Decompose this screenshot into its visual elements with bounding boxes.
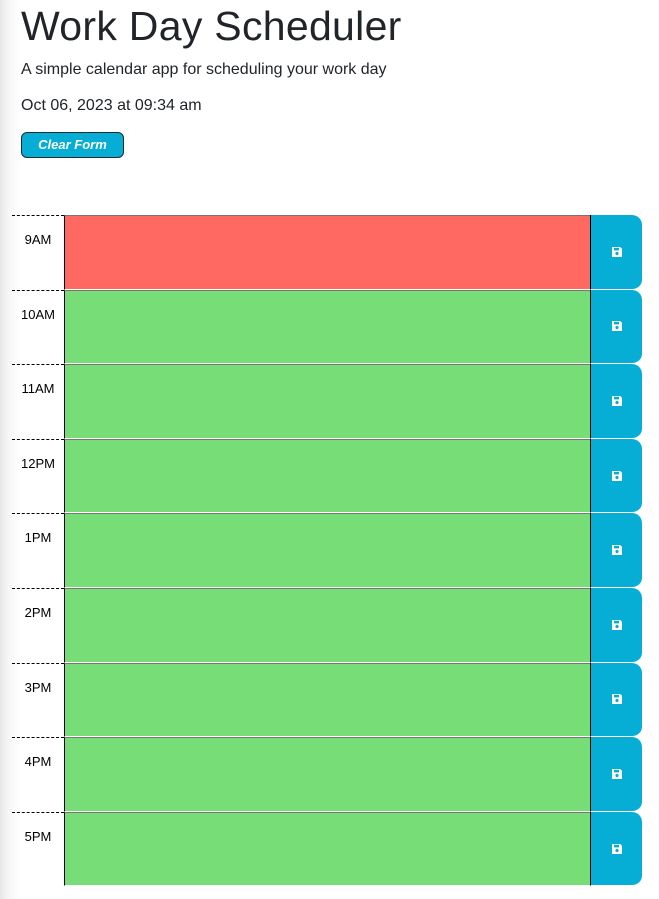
hour-label: 1PM — [12, 513, 64, 588]
save-icon — [611, 470, 623, 482]
save-button[interactable] — [590, 364, 642, 439]
event-textarea[interactable] — [64, 215, 591, 290]
event-textarea[interactable] — [64, 513, 591, 588]
page-title: Work Day Scheduler — [21, 2, 402, 50]
hour-label: 10AM — [12, 290, 64, 365]
time-block-3pm: 3PM — [12, 663, 642, 738]
save-icon — [611, 843, 623, 855]
save-button[interactable] — [590, 513, 642, 588]
event-textarea[interactable] — [64, 812, 591, 887]
hour-label: 5PM — [12, 812, 64, 887]
time-block-1pm: 1PM — [12, 513, 642, 588]
hour-label: 12PM — [12, 439, 64, 514]
time-block-2pm: 2PM — [12, 588, 642, 663]
save-icon — [611, 320, 623, 332]
save-button[interactable] — [590, 290, 642, 365]
page-subtitle: A simple calendar app for scheduling you… — [21, 60, 387, 80]
clear-form-button[interactable]: Clear Form — [21, 132, 124, 158]
hour-label: 3PM — [12, 663, 64, 738]
save-icon — [611, 768, 623, 780]
save-button[interactable] — [590, 663, 642, 738]
hour-label: 2PM — [12, 588, 64, 663]
time-block-9am: 9AM — [12, 215, 642, 290]
save-button[interactable] — [590, 588, 642, 663]
hour-label: 4PM — [12, 737, 64, 812]
save-icon — [611, 619, 623, 631]
time-block-5pm: 5PM — [12, 812, 642, 887]
save-button[interactable] — [590, 439, 642, 514]
hour-label: 9AM — [12, 215, 64, 290]
save-button[interactable] — [590, 812, 642, 887]
time-block-11am: 11AM — [12, 364, 642, 439]
event-textarea[interactable] — [64, 737, 591, 812]
save-icon — [611, 544, 623, 556]
time-block-12pm: 12PM — [12, 439, 642, 514]
event-textarea[interactable] — [64, 364, 591, 439]
current-day: Oct 06, 2023 at 09:34 am — [21, 96, 202, 116]
hour-label: 11AM — [12, 364, 64, 439]
event-textarea[interactable] — [64, 439, 591, 514]
save-button[interactable] — [590, 215, 642, 290]
save-button[interactable] — [590, 737, 642, 812]
event-textarea[interactable] — [64, 663, 591, 738]
time-block-4pm: 4PM — [12, 737, 642, 812]
event-textarea[interactable] — [64, 290, 591, 365]
save-icon — [611, 693, 623, 705]
event-textarea[interactable] — [64, 588, 591, 663]
time-block-10am: 10AM — [12, 290, 642, 365]
save-icon — [611, 246, 623, 258]
save-icon — [611, 395, 623, 407]
schedule: 9AM 10AM 11AM 12PM — [12, 215, 642, 886]
